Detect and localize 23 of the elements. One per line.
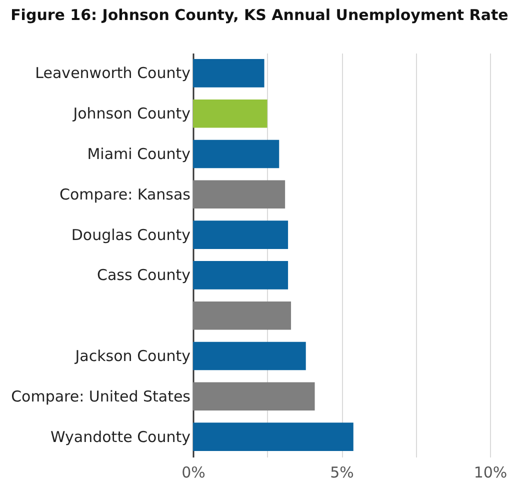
y-tick-label: Wyandotte County: [50, 428, 191, 446]
y-tick-label: Johnson County: [72, 104, 191, 123]
bar: [193, 422, 354, 451]
y-tick-label: Compare: United States: [11, 387, 191, 406]
bar: [193, 59, 264, 88]
bar: [193, 220, 288, 249]
y-tick-label: Jackson County: [74, 347, 191, 365]
bar: [193, 140, 280, 168]
y-tick-label: Cass County: [97, 266, 191, 284]
bar: [193, 180, 286, 209]
y-tick-label: Leavenworth County: [35, 64, 191, 82]
bar: [193, 342, 306, 370]
bar: [193, 99, 268, 128]
chart-title: Figure 16: Johnson County, KS Annual Unemployment Rate: [10, 6, 508, 24]
x-tick-label: 5%: [330, 464, 354, 482]
x-tick-label: 0%: [182, 464, 206, 482]
x-tick-label: 10%: [474, 464, 508, 482]
y-tick-label: Miami County: [87, 145, 191, 163]
bar: [193, 261, 288, 290]
y-tick-label: Compare: Kansas: [60, 185, 191, 204]
y-tick-label: Douglas County: [71, 226, 191, 244]
bar: [193, 382, 315, 411]
bar: [193, 301, 292, 330]
